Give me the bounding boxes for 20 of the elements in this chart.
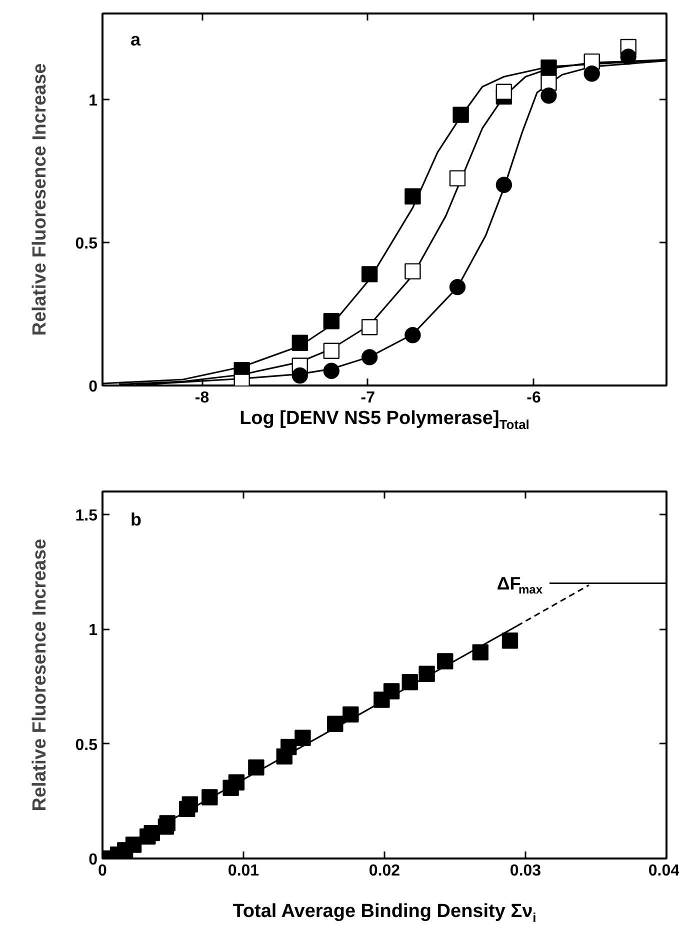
y-axis-title: Relative Fluoresence Increase — [29, 63, 50, 336]
x-tick-label: -8 — [194, 390, 210, 406]
y-tick-label: 0.5 — [75, 736, 98, 754]
x-axis-title: Log [DENV NS5 Polymerase]$_{Total}$ — [240, 407, 530, 434]
x-tick-label: -7 — [360, 390, 376, 406]
x-tick-label: 0.04 — [648, 862, 679, 880]
y-tick-label: 0.5 — [75, 235, 98, 252]
x-tick-label: -6 — [526, 390, 542, 406]
y-tick-label: 0 — [88, 852, 98, 868]
x-axis-title: Total Average Binding Density Σν$_{i}$ — [232, 900, 536, 927]
y-axis-title: Relative Fluoresence Increase — [29, 538, 50, 812]
y-tick-label: 1.5 — [75, 507, 98, 524]
x-tick-label: 0.03 — [510, 862, 542, 880]
x-tick-label: 0.01 — [228, 862, 260, 880]
x-tick-label: 0.02 — [368, 862, 400, 880]
y-tick-label: 1 — [88, 92, 98, 110]
y-tick-label: 1 — [88, 622, 98, 640]
y-tick-label: 0 — [88, 378, 98, 396]
annotation: a — [130, 30, 142, 50]
annotation: b — [130, 510, 142, 530]
